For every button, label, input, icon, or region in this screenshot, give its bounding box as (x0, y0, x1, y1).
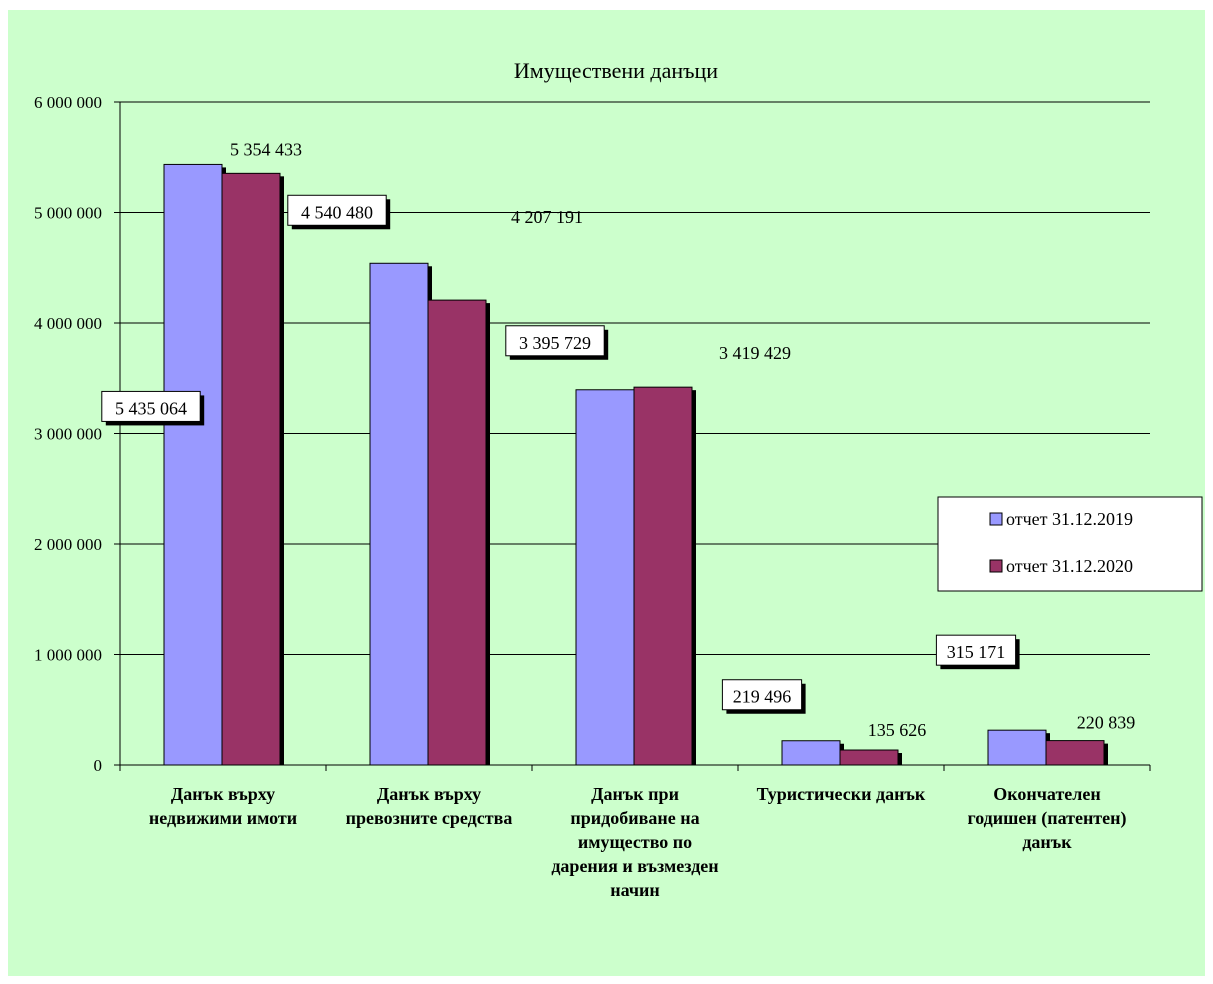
x-tick-label: имущество по (578, 832, 692, 852)
y-tick-label: 1 000 000 (34, 646, 102, 665)
data-label: 219 496 (733, 687, 792, 707)
legend-label: отчет 31.12.2019 (1006, 509, 1133, 529)
legend-swatch (989, 559, 1003, 573)
y-tick-label: 2 000 000 (34, 535, 102, 554)
bar (163, 163, 223, 766)
x-tick-label: начин (610, 880, 660, 900)
bars (163, 163, 1108, 766)
x-tick-label: недвижими имоти (149, 808, 297, 828)
x-tick-label: данък (1022, 832, 1072, 852)
x-tick-label: превозните средства (346, 808, 513, 828)
data-label: 3 419 429 (719, 343, 791, 363)
bar (839, 749, 899, 766)
y-tick-label: 6 000 000 (34, 93, 102, 112)
data-label: 5 354 433 (230, 139, 302, 159)
data-label: 5 435 064 (115, 398, 187, 418)
bar (575, 389, 635, 766)
data-label-box (505, 325, 605, 357)
data-label: 315 171 (947, 642, 1006, 662)
data-label-box (935, 634, 1017, 666)
legend-swatch (989, 512, 1003, 526)
x-tick-label: Данък при (591, 784, 679, 804)
data-label-box (721, 679, 803, 711)
data-labels: 5 435 064 5 354 433 4 540 480 4 207 191 3 39… (101, 139, 1136, 740)
x-tick-label: Данък върху (171, 784, 275, 804)
chart-title: Имуществени данъци (514, 58, 718, 83)
axes: 0 1 000 000 2 000 000 3 000 000 4 000 000 5 0… (34, 93, 1151, 775)
bar (1045, 740, 1105, 766)
bar (987, 729, 1047, 766)
x-tick-label: придобиване на (570, 808, 699, 828)
x-tick-label: годишен (патентен) (967, 808, 1126, 829)
legend-box (937, 496, 1203, 592)
y-tick-label: 3 000 000 (34, 425, 102, 444)
data-label: 135 626 (868, 720, 927, 740)
x-tick-label: Туристически данък (757, 784, 926, 804)
data-label: 4 207 191 (511, 207, 583, 227)
bar (221, 172, 281, 766)
bar (781, 740, 841, 766)
x-tick-label: дарения и възмезден (551, 856, 718, 876)
y-tick-label: 4 000 000 (34, 314, 102, 333)
legend-label: отчет 31.12.2020 (1006, 556, 1133, 576)
x-tick-labels: Данък върху недвижими имоти Данък върху пре… (149, 784, 1127, 900)
data-label: 3 395 729 (519, 333, 591, 353)
x-tick-label: Окончателен (993, 784, 1100, 804)
data-label: 220 839 (1077, 713, 1136, 733)
bar (427, 299, 487, 766)
data-label-box (287, 194, 387, 226)
data-label-box (101, 390, 201, 422)
data-label: 4 540 480 (301, 202, 373, 222)
bar (369, 262, 429, 766)
bar (633, 386, 693, 766)
y-tick-label: 5 000 000 (34, 204, 102, 223)
y-tick-label: 0 (94, 756, 103, 775)
legend: отчет 31.12.2019 отчет 31.12.2020 (937, 496, 1203, 592)
x-tick-label: Данък върху (377, 784, 481, 804)
